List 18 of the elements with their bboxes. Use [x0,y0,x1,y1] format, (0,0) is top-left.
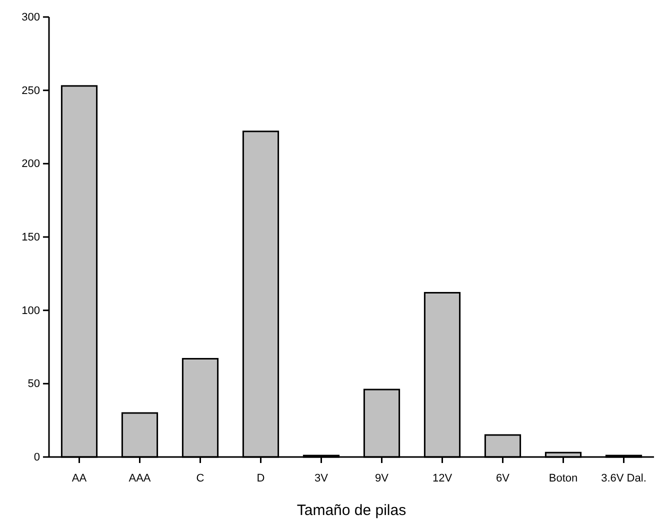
y-tick-label: 150 [22,232,40,244]
y-tick-label: 50 [28,378,40,390]
x-tick-label: C [196,472,204,484]
x-tick-label: D [256,472,265,484]
x-tick-label: Boton [548,472,578,484]
y-tick-label: 250 [22,84,40,97]
x-tick-label: 3.6V Dal. [601,472,646,484]
x-axis-title: Tamaño de pilas [296,502,406,519]
y-tick-label: 200 [22,158,40,170]
y-tick-label: 0 [34,452,40,464]
x-tick-label: 3V [314,472,329,484]
x-tick-label: 9V [375,472,390,484]
x-tick-label: 6V [496,472,510,484]
y-tick-label: 300 [22,12,40,24]
x-tick-label: AAA [128,472,152,484]
x-tick-label: AA [72,472,88,484]
x-tick-label: 12V [432,472,453,484]
y-tick-label: 100 [22,304,40,317]
